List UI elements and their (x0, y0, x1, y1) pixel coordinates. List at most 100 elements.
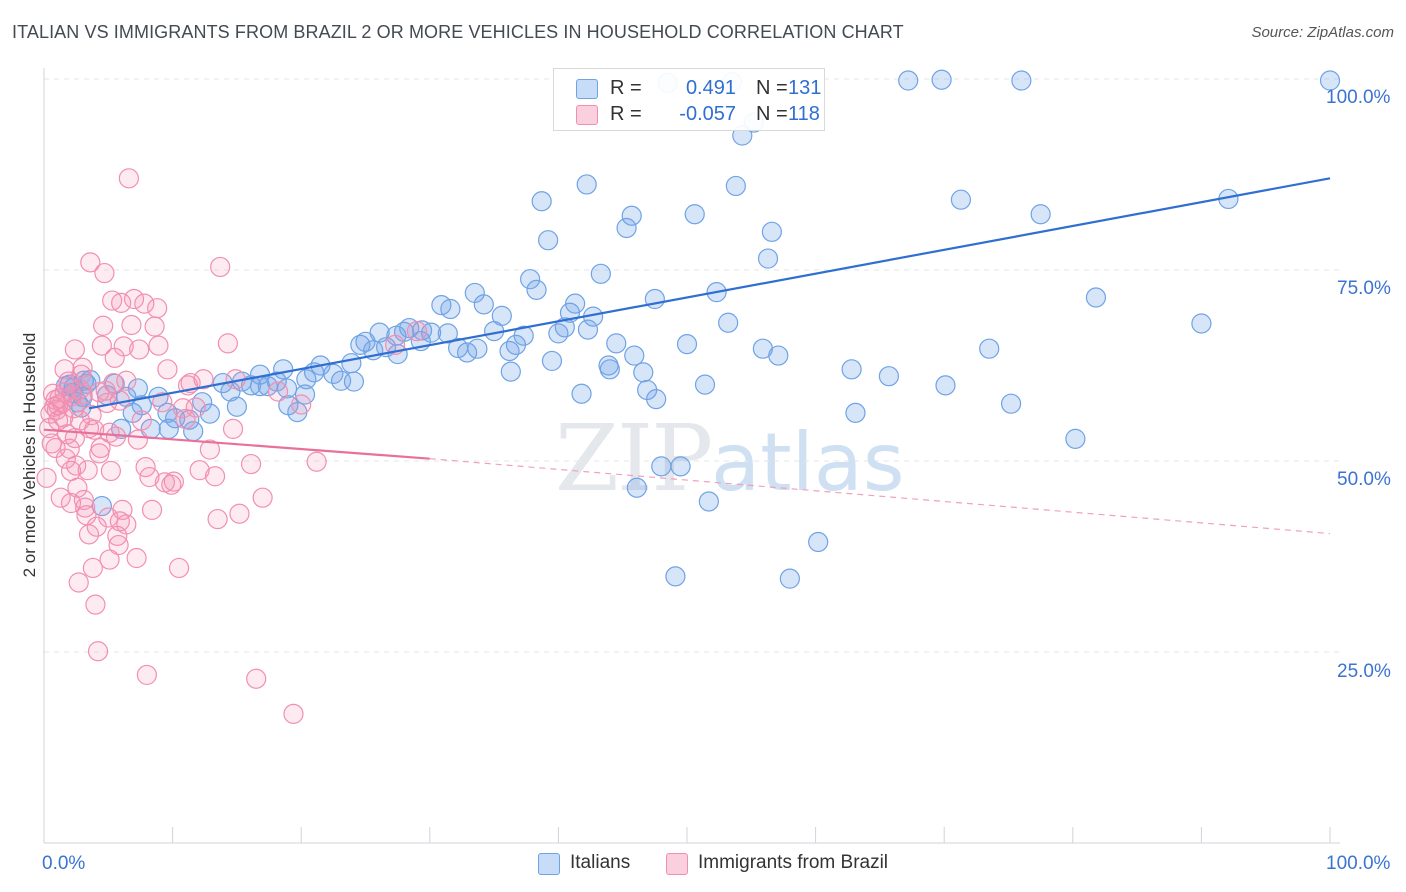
y-tick-label-100: 100.0% (1326, 87, 1391, 108)
brazil-legend-label: Immigrants from Brazil (698, 852, 889, 873)
italians-point (350, 334, 371, 355)
legend-r-label: R = (610, 103, 642, 125)
brazil-point (36, 467, 57, 488)
italians-point (898, 70, 919, 91)
italians-trend-line (88, 177, 1331, 410)
brazil-point (291, 394, 312, 415)
brazil-point (77, 460, 98, 481)
italians-point (91, 495, 112, 517)
italians-point (1319, 70, 1341, 91)
brazil-point (168, 557, 190, 579)
italians-point (1011, 70, 1032, 91)
italians-point (1000, 393, 1022, 414)
brazil-point (72, 384, 93, 405)
brazil-point (147, 298, 168, 319)
brazil-point (111, 292, 132, 313)
italians-point (718, 312, 739, 333)
brazil-point (199, 439, 220, 460)
brazil-point (82, 557, 103, 579)
italians-point (1191, 313, 1212, 334)
brazil-point (89, 443, 110, 464)
italians-legend-swatch (538, 853, 560, 875)
brazil-point (141, 499, 163, 520)
italians-point (979, 338, 1000, 359)
brazil-point (148, 335, 169, 356)
italians-point (343, 371, 365, 392)
brazil-point (45, 437, 66, 459)
brazil-point (240, 453, 262, 475)
brazil-point (72, 357, 93, 378)
brazil-trend-line-extension (429, 458, 1331, 535)
italians-point (779, 568, 800, 589)
italians-point (576, 174, 597, 195)
legend-r-value: -0.057 (679, 103, 736, 125)
italians-point (599, 359, 620, 380)
italians-point (616, 217, 637, 239)
brazil-point (246, 668, 267, 689)
watermark: ZIPatlas (555, 405, 905, 512)
legend-r-value: 0.491 (685, 77, 736, 99)
italians-point (538, 230, 559, 251)
legend-n-value: 118 (788, 103, 820, 125)
brazil-point (99, 422, 120, 443)
italians-point (935, 375, 956, 396)
brazil-point (229, 503, 250, 524)
italians-point (1085, 287, 1107, 308)
brazil-point (91, 335, 112, 356)
brazil-point (60, 492, 82, 514)
italians-point (621, 205, 642, 226)
italians-point (192, 392, 213, 413)
italians-point (520, 269, 541, 290)
italians-point (694, 374, 716, 395)
brazil-point (172, 398, 193, 419)
brazil-point (121, 314, 142, 336)
italians-point (456, 342, 478, 363)
italians-point (541, 350, 563, 372)
italians-point (273, 359, 294, 380)
italians-point (845, 402, 866, 423)
italians-point (646, 389, 667, 410)
x-axis-max-label: 100.0% (1326, 853, 1391, 874)
brazil-point (66, 455, 87, 476)
correlation-legend: R = 0.491 N = 131 R = -0.057 N = 118 (553, 68, 825, 131)
italians-point (670, 456, 691, 477)
italians-point (633, 362, 654, 383)
italians-point (577, 319, 599, 340)
brazil-point (267, 381, 289, 402)
italians-point (571, 383, 592, 404)
brazil-point (113, 336, 134, 357)
brazil-point (80, 252, 101, 273)
italians-point (531, 191, 552, 212)
brazil-point (127, 429, 148, 450)
italians-point (157, 402, 178, 423)
brazil-swatch (576, 105, 598, 125)
italians-swatch (576, 79, 598, 99)
italians-point (473, 294, 494, 315)
italians-legend-label: Italians (570, 852, 631, 873)
brazil-point (93, 315, 114, 336)
italians-point (606, 333, 627, 354)
brazil-point (210, 256, 231, 278)
italians-point (878, 366, 900, 387)
italians-point (226, 396, 247, 417)
brazil-point (100, 460, 121, 482)
source-label: Source: ZipAtlas.com (1251, 24, 1394, 41)
italians-point (500, 361, 521, 382)
brazil-point (73, 489, 94, 511)
italians-point (513, 325, 534, 346)
italians-point (526, 279, 547, 300)
chart-title: ITALIAN VS IMMIGRANTS FROM BRAZIL 2 OR M… (12, 22, 904, 42)
brazil-point (131, 410, 152, 431)
italians-point (1065, 428, 1086, 449)
brazil-point (50, 487, 71, 508)
italians-point (411, 320, 433, 341)
italians-point (725, 175, 746, 197)
brazil-point (67, 477, 88, 498)
brazil-point (204, 466, 226, 487)
italians-point (841, 359, 862, 380)
brazil-point (89, 382, 110, 403)
brazil-point (69, 379, 91, 400)
italians-point (651, 456, 672, 477)
brazil-point (157, 359, 178, 380)
